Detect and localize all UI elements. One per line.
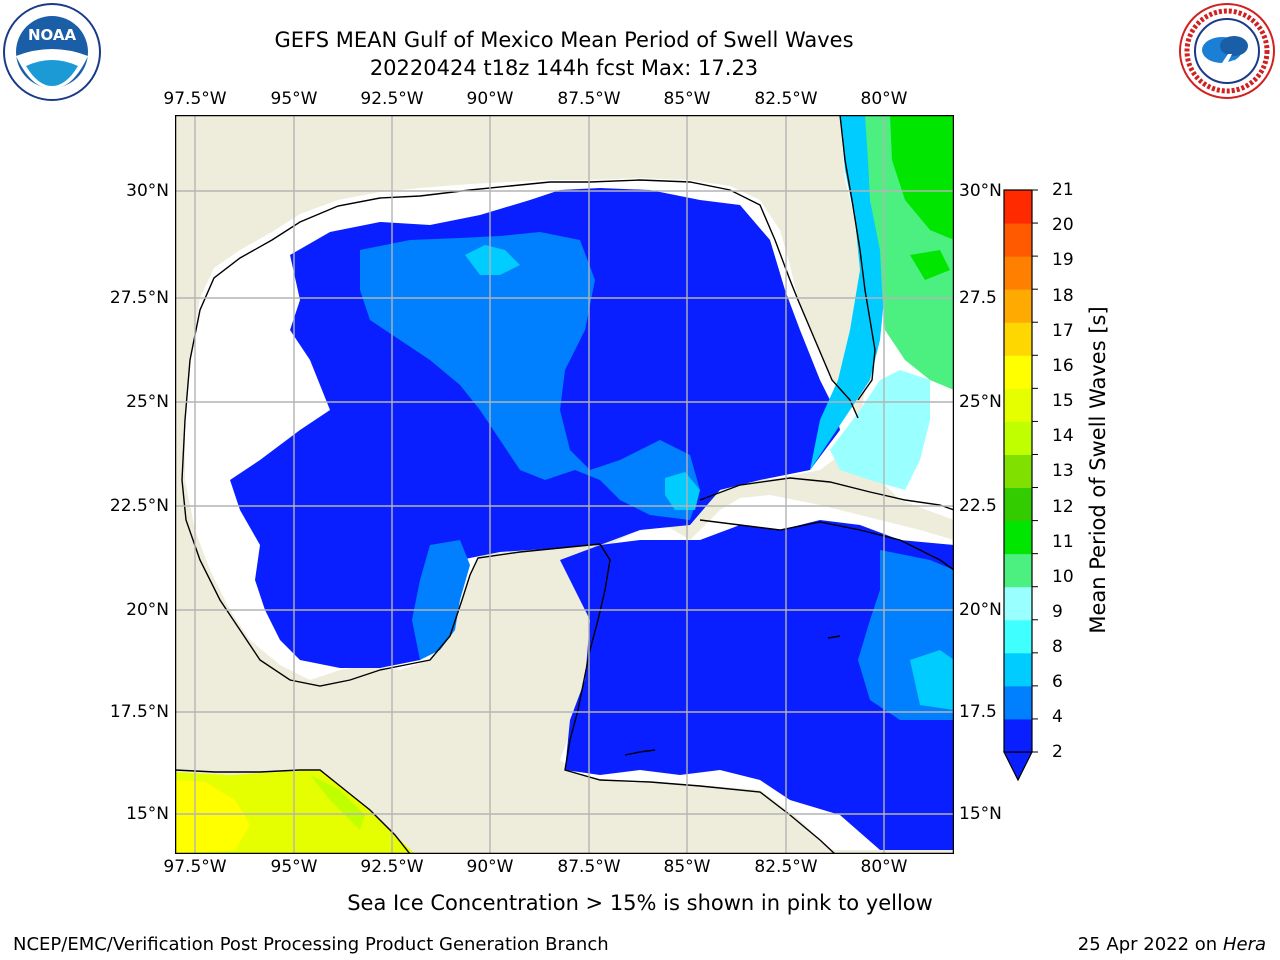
colorbar: [1003, 189, 1038, 782]
colorbar-label: Mean Period of Swell Waves [s]: [1086, 306, 1110, 634]
lat-tick-left: 30°N: [126, 181, 169, 201]
colorbar-tick: 13: [1052, 461, 1074, 481]
colorbar-segment: [1004, 619, 1032, 654]
colorbar-tick: 8: [1052, 637, 1063, 657]
colorbar-frame: [1003, 189, 1033, 753]
colorbar-tick: 2: [1052, 742, 1063, 762]
chart-subtitle: 20220424 t18z 144h fcst Max: 17.23: [369, 56, 759, 80]
colorbar-segment: [1004, 520, 1032, 555]
lat-tick-right: 27.5: [959, 288, 997, 308]
map-panel: [175, 115, 954, 854]
swell-6-8s: [465, 245, 520, 275]
colorbar-extend-min: [1003, 751, 1033, 782]
colorbar-segment: [1004, 388, 1032, 422]
colorbar-segment: [1004, 553, 1032, 588]
footer-date: 25 Apr 2022 on Hera: [1077, 934, 1266, 955]
swell-2-4s: [560, 520, 954, 850]
lon-tick-top: 80°W: [860, 89, 908, 109]
colorbar-segment: [1004, 487, 1032, 522]
colorbar-tick: 15: [1052, 391, 1074, 411]
colorbar-segment: [1004, 421, 1032, 455]
lon-tick-bottom: 97.5°W: [163, 857, 227, 877]
colorbar-tick: 4: [1052, 707, 1063, 727]
footer-credit: NCEP/EMC/Verification Post Processing Pr…: [13, 934, 609, 955]
lon-tick-top: 85°W: [663, 89, 711, 109]
lat-tick-right: 17.5: [959, 702, 997, 722]
colorbar-segment: [1004, 190, 1032, 224]
coastline: [175, 115, 954, 854]
swell-6-8s: [810, 115, 885, 470]
svg-text:NOAA: NOAA: [28, 26, 77, 44]
lon-tick-bottom: 87.5°W: [557, 857, 621, 877]
nws-logo: [1176, 2, 1278, 100]
colorbar-tick: 12: [1052, 497, 1074, 517]
footer-host: Hera: [1222, 934, 1266, 955]
colorbar-tick: 11: [1052, 532, 1074, 552]
colorbar-segment: [1004, 685, 1032, 720]
colorbar-tick: 14: [1052, 426, 1074, 446]
pacific-swell: [175, 780, 250, 854]
lat-tick-right: 22.5: [959, 496, 997, 516]
colorbar-tick: 21: [1052, 180, 1074, 200]
colorbar-tick: 10: [1052, 567, 1074, 587]
swell-10-11s: [910, 250, 950, 280]
lon-tick-top: 92.5°W: [360, 89, 424, 109]
colorbar-segment: [1004, 322, 1032, 356]
colorbar-tick: 19: [1052, 250, 1074, 270]
noaa-logo: NOAA: [2, 2, 102, 102]
lon-tick-top: 90°W: [466, 89, 514, 109]
lon-tick-bottom: 95°W: [270, 857, 318, 877]
lon-tick-top: 97.5°W: [163, 89, 227, 109]
colorbar-tick: 9: [1052, 602, 1063, 622]
colorbar-tick: 18: [1052, 286, 1074, 306]
colorbar-segment: [1004, 652, 1032, 687]
colorbar-segment: [1004, 454, 1032, 489]
lon-tick-top: 82.5°W: [754, 89, 818, 109]
lon-tick-top: 87.5°W: [557, 89, 621, 109]
swell-6-8s: [910, 650, 954, 710]
lat-tick-right: 20°N: [959, 600, 1002, 620]
colorbar-segment: [1004, 223, 1032, 257]
lon-tick-bottom: 85°W: [663, 857, 711, 877]
lat-tick-left: 15°N: [126, 804, 169, 824]
swell-6-8s: [665, 472, 700, 510]
lat-tick-left: 22.5°N: [109, 496, 169, 516]
lat-tick-left: 25°N: [126, 392, 169, 412]
graticule: [175, 115, 954, 854]
map-frame: [175, 115, 954, 854]
swell-8-9s: [830, 370, 930, 490]
colorbar-tick: 17: [1052, 321, 1074, 341]
lat-tick-left: 20°N: [126, 600, 169, 620]
lon-tick-top: 95°W: [270, 89, 318, 109]
swell-10-11s: [890, 115, 954, 240]
lat-tick-left: 17.5°N: [109, 702, 169, 722]
colorbar-tick: 6: [1052, 672, 1063, 692]
chart-title: GEFS MEAN Gulf of Mexico Mean Period of …: [274, 28, 854, 52]
colorbar-tick: 20: [1052, 215, 1074, 235]
colorbar-tick: 16: [1052, 356, 1074, 376]
colorbar-segment: [1004, 718, 1032, 753]
colorbar-segment: [1004, 355, 1032, 389]
lat-tick-right: 25°N: [959, 392, 1002, 412]
lon-tick-bottom: 90°W: [466, 857, 514, 877]
colorbar-segment: [1004, 289, 1032, 323]
colorbar-segment: [1004, 586, 1032, 621]
lat-tick-right: 30°N: [959, 181, 1002, 201]
swell-4-6s: [412, 540, 470, 660]
lon-tick-bottom: 92.5°W: [360, 857, 424, 877]
lat-tick-right: 15°N: [959, 804, 1002, 824]
pacific-swell: [310, 775, 365, 830]
lon-tick-bottom: 80°W: [860, 857, 908, 877]
colorbar-segment: [1004, 256, 1032, 290]
sea-ice-caption: Sea Ice Concentration > 15% is shown in …: [347, 891, 933, 915]
lon-tick-bottom: 82.5°W: [754, 857, 818, 877]
swell-4-6s: [360, 232, 700, 520]
lat-tick-left: 27.5°N: [109, 288, 169, 308]
